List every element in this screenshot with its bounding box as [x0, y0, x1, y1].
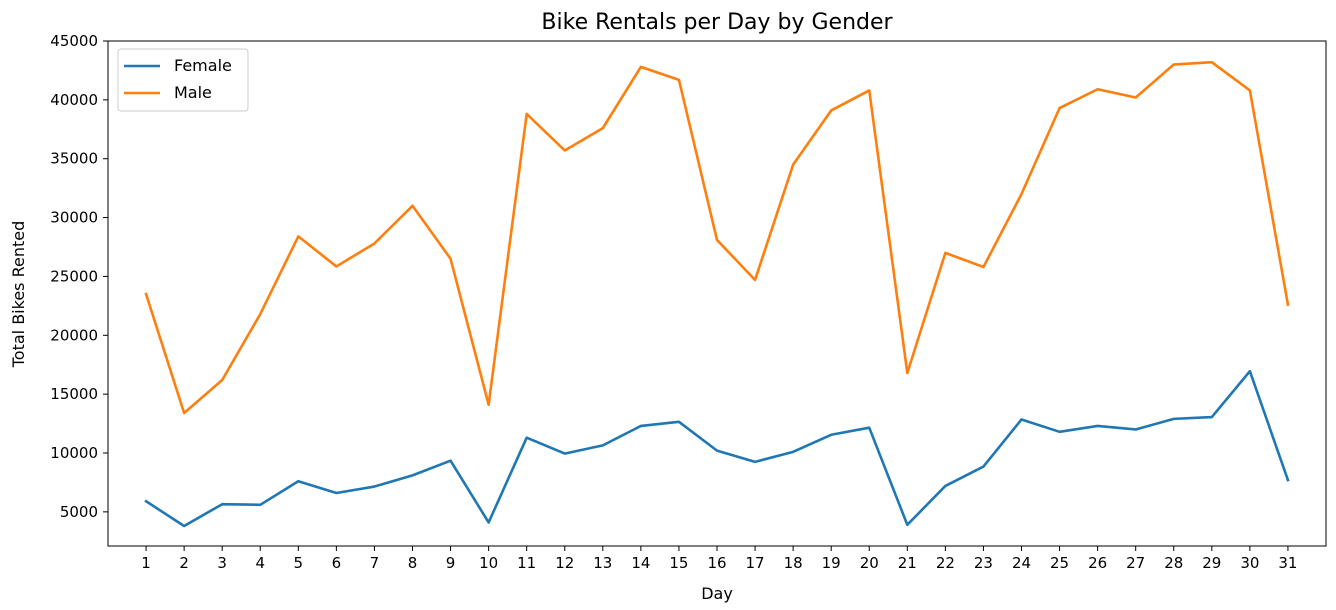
x-axis-label: Day — [701, 584, 733, 603]
x-tick-label: 9 — [446, 554, 456, 572]
x-tick-label: 18 — [784, 554, 803, 572]
x-tick-label: 23 — [974, 554, 993, 572]
x-tick-label: 4 — [255, 554, 265, 572]
y-tick-label: 10000 — [50, 444, 98, 462]
x-tick-label: 17 — [746, 554, 765, 572]
y-tick-label: 35000 — [50, 150, 98, 168]
plot-frame — [107, 40, 1327, 547]
x-tick-label: 24 — [1012, 554, 1031, 572]
series-line-female — [144, 369, 1290, 528]
x-tick-label: 26 — [1088, 554, 1107, 572]
x-tick-label: 27 — [1126, 554, 1145, 572]
x-tick-label: 15 — [669, 554, 688, 572]
legend: Female Male — [117, 48, 249, 112]
x-tick-label: 22 — [936, 554, 955, 572]
y-axis: 5000 10000 15000 20000 25000 30000 35000 40000 4… — [50, 32, 108, 521]
y-tick-label: 25000 — [50, 267, 98, 285]
y-tick-label: 5000 — [60, 503, 98, 521]
x-axis: 1 2 3 4 5 6 7 8 9 10 11 12 13 14 15 16 17 18 19 20 21 22 23 24 2… — [141, 546, 1297, 572]
y-tick-label: 40000 — [50, 91, 98, 109]
legend-label-male: Male — [174, 83, 212, 102]
x-tick-label: 7 — [370, 554, 380, 572]
x-tick-label: 1 — [141, 554, 151, 572]
y-tick-label: 15000 — [50, 385, 98, 403]
x-tick-label: 12 — [555, 554, 574, 572]
x-tick-label: 2 — [179, 554, 189, 572]
x-tick-label: 16 — [707, 554, 726, 572]
x-tick-label: 3 — [217, 554, 227, 572]
x-tick-label: 31 — [1278, 554, 1297, 572]
chart-title: Bike Rentals per Day by Gender — [541, 10, 893, 35]
x-tick-label: 10 — [479, 554, 498, 572]
x-tick-label: 30 — [1240, 554, 1259, 572]
x-tick-label: 21 — [898, 554, 917, 572]
y-tick-label: 30000 — [50, 209, 98, 227]
series-layer — [144, 60, 1290, 528]
legend-box — [117, 48, 249, 112]
x-tick-label: 25 — [1050, 554, 1069, 572]
x-tick-label: 11 — [517, 554, 536, 572]
x-tick-label: 29 — [1202, 554, 1221, 572]
legend-label-female: Female — [174, 56, 232, 75]
y-axis-label: Total Bikes Rented — [9, 221, 28, 369]
x-tick-label: 20 — [860, 554, 879, 572]
y-tick-label: 20000 — [50, 326, 98, 344]
x-tick-label: 8 — [408, 554, 418, 572]
x-tick-label: 6 — [332, 554, 342, 572]
x-tick-label: 28 — [1164, 554, 1183, 572]
y-tick-label: 45000 — [50, 32, 98, 50]
x-tick-label: 14 — [631, 554, 650, 572]
plot-area — [107, 40, 1327, 547]
series-line-male — [144, 60, 1290, 415]
x-tick-label: 5 — [294, 554, 304, 572]
x-tick-label: 13 — [593, 554, 612, 572]
x-tick-label: 19 — [822, 554, 841, 572]
